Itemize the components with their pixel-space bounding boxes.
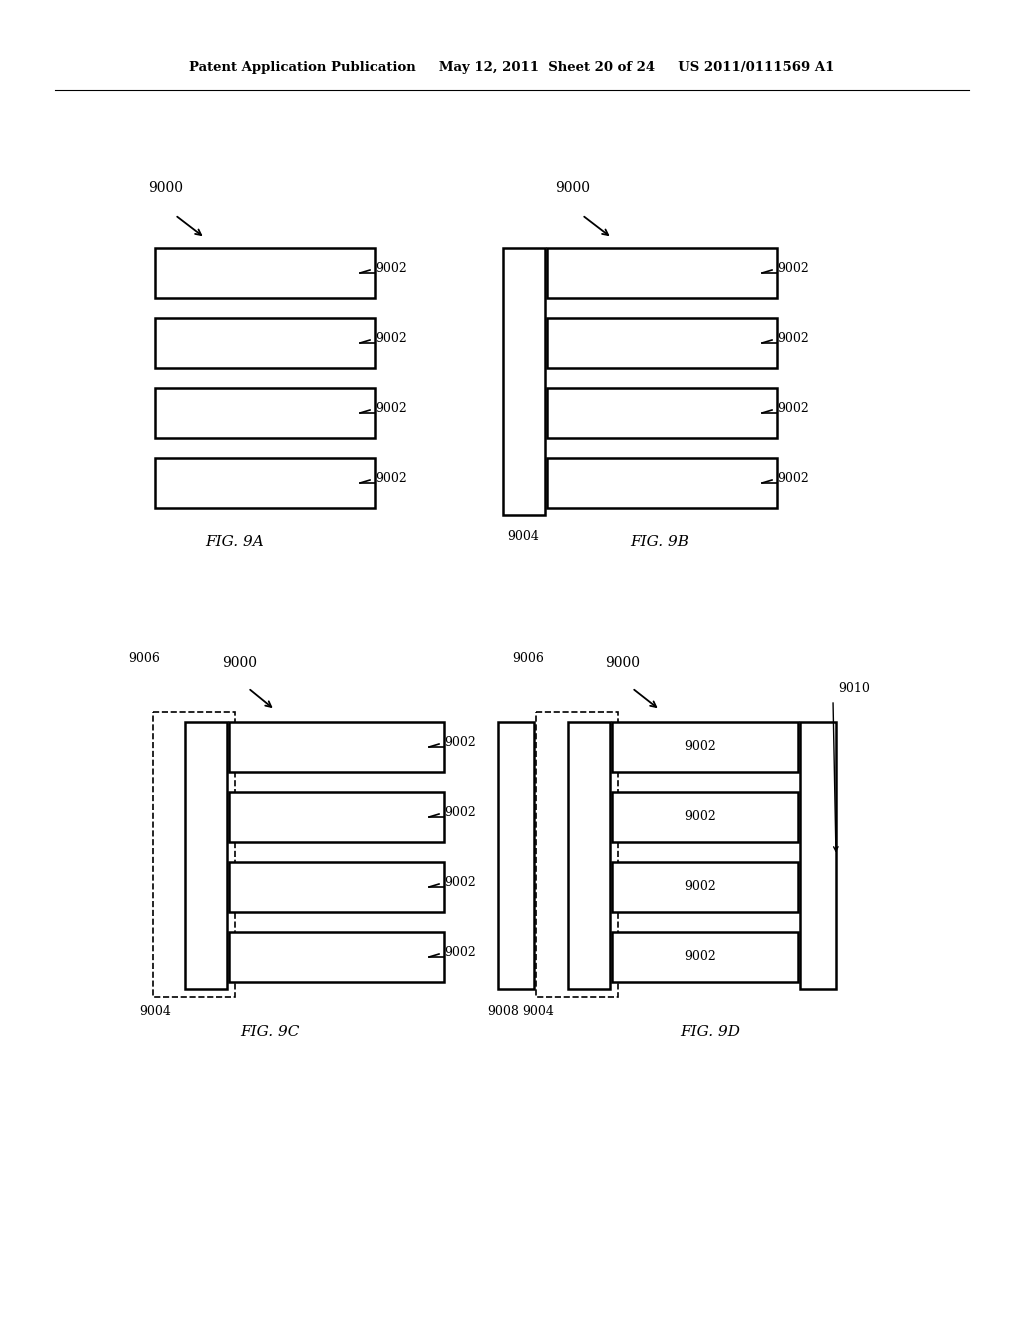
Text: 9006: 9006: [128, 652, 160, 665]
Bar: [229, 792, 444, 842]
Text: 9010: 9010: [838, 682, 869, 696]
Text: 9000: 9000: [222, 656, 257, 671]
Text: 9000: 9000: [605, 656, 640, 671]
Text: 9002: 9002: [444, 876, 476, 890]
Text: 9002: 9002: [777, 473, 809, 486]
Text: 9002: 9002: [777, 403, 809, 416]
Text: 9002: 9002: [375, 333, 407, 346]
Bar: [612, 722, 798, 772]
Text: 9000: 9000: [148, 181, 183, 195]
Bar: [800, 722, 836, 989]
Bar: [612, 862, 798, 912]
Text: 9002: 9002: [375, 473, 407, 486]
Bar: [547, 318, 777, 368]
Bar: [547, 458, 777, 508]
Text: 9002: 9002: [684, 810, 716, 824]
Text: 9002: 9002: [375, 263, 407, 276]
Bar: [547, 248, 777, 298]
Text: 9002: 9002: [777, 263, 809, 276]
Text: FIG. 9D: FIG. 9D: [680, 1026, 740, 1039]
Bar: [155, 458, 375, 508]
Text: Patent Application Publication     May 12, 2011  Sheet 20 of 24     US 2011/0111: Patent Application Publication May 12, 2…: [189, 62, 835, 74]
Bar: [155, 248, 375, 298]
Bar: [547, 388, 777, 438]
Text: 9002: 9002: [684, 880, 716, 894]
Text: 9008: 9008: [487, 1005, 519, 1018]
Bar: [229, 932, 444, 982]
Bar: [153, 711, 234, 997]
Bar: [612, 932, 798, 982]
Text: FIG. 9C: FIG. 9C: [241, 1026, 300, 1039]
Text: 9002: 9002: [777, 333, 809, 346]
Bar: [155, 318, 375, 368]
Bar: [612, 792, 798, 842]
Bar: [568, 722, 610, 989]
Text: 9004: 9004: [507, 531, 539, 543]
Text: 9006: 9006: [512, 652, 544, 665]
Bar: [185, 722, 227, 989]
Text: 9004: 9004: [522, 1005, 554, 1018]
Text: FIG. 9A: FIG. 9A: [206, 535, 264, 549]
Text: 9002: 9002: [444, 946, 476, 960]
Text: 9000: 9000: [555, 181, 590, 195]
Bar: [229, 862, 444, 912]
Text: 9002: 9002: [375, 403, 407, 416]
Bar: [229, 722, 444, 772]
Text: FIG. 9B: FIG. 9B: [631, 535, 689, 549]
Bar: [498, 722, 534, 989]
Bar: [536, 711, 618, 997]
Text: 9002: 9002: [444, 737, 476, 750]
Bar: [503, 248, 545, 515]
Text: 9004: 9004: [139, 1005, 171, 1018]
Text: 9002: 9002: [684, 741, 716, 754]
Text: 9002: 9002: [684, 950, 716, 964]
Text: 9002: 9002: [444, 807, 476, 820]
Bar: [155, 388, 375, 438]
